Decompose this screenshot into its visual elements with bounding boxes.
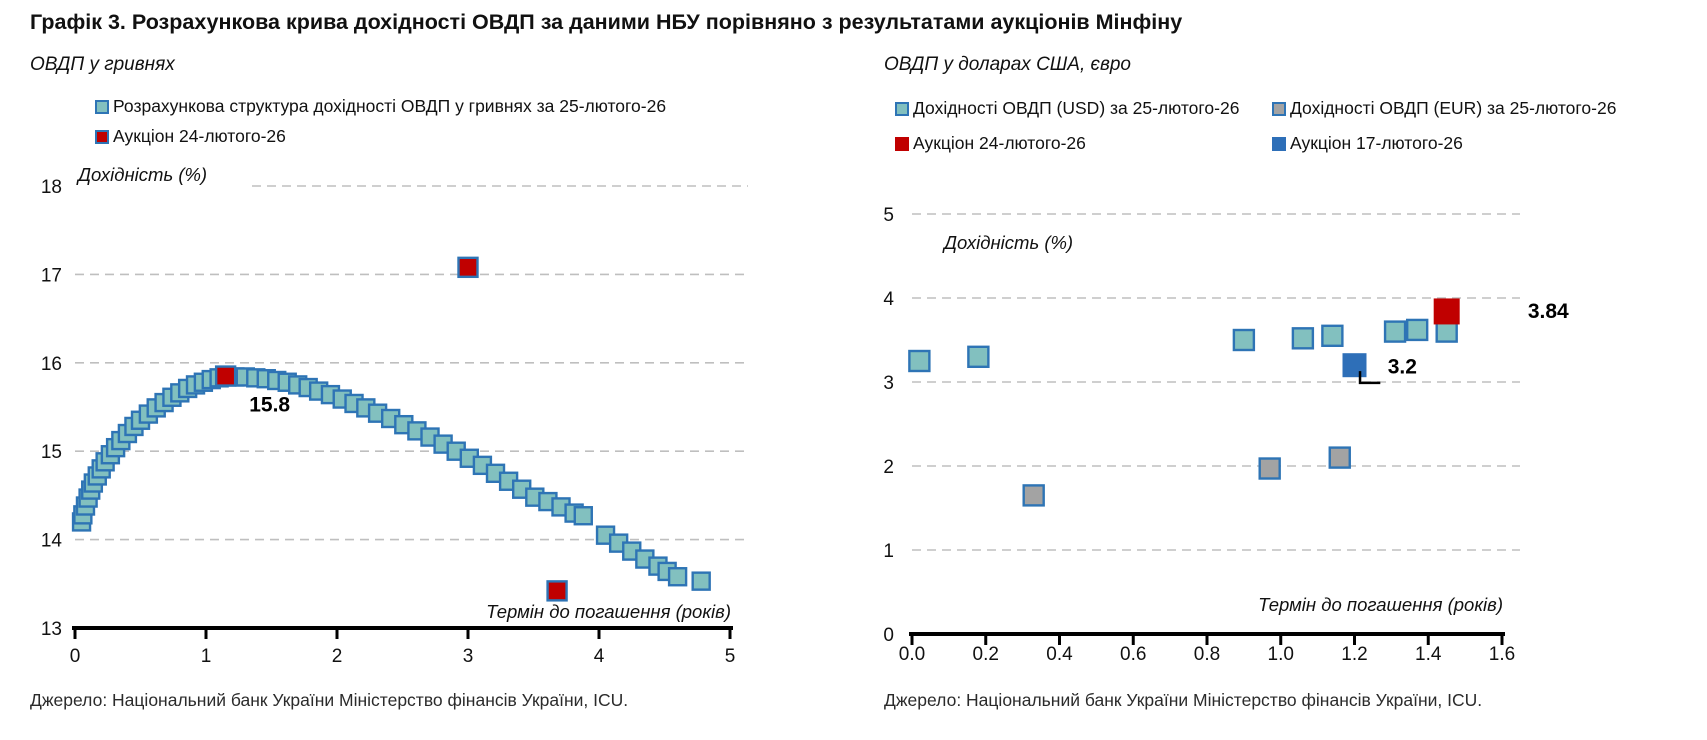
y-tick-label: 3	[883, 373, 894, 394]
legend-item-fx-auction-17: Аукціон 17-лютого-26	[1272, 133, 1616, 154]
uah-chart-legend: Розрахункова структура дохідності ОВДП у…	[95, 96, 666, 147]
data-point	[457, 256, 479, 279]
x-tick-label: 1.4	[1415, 644, 1442, 665]
y-tick-label: 4	[883, 289, 894, 310]
uah-chart-subtitle: ОВДП у гривнях	[30, 54, 175, 75]
x-tick-label: 2	[332, 646, 343, 667]
y-tick-label: 13	[41, 619, 62, 640]
data-point	[908, 349, 931, 373]
legend-item-eur: Дохідності ОВДП (EUR) за 25-лютого-26	[1272, 98, 1616, 119]
legend-label: Дохідності ОВДП (USD) за 25-лютого-26	[913, 98, 1240, 118]
data-point	[1232, 328, 1256, 352]
x-tick-label: 1.0	[1268, 644, 1294, 665]
data-point	[573, 506, 593, 526]
x-tick-label: 0	[70, 646, 81, 667]
x-tick-label: 0.0	[899, 644, 925, 665]
data-point	[1342, 353, 1367, 378]
data-point	[1383, 320, 1407, 343]
legend-item-uah-auction: Аукціон 24-лютого-26	[95, 126, 666, 147]
data-label: 3.2	[1388, 356, 1417, 379]
data-point	[667, 567, 688, 587]
data-point	[546, 580, 568, 602]
legend-label: Аукціон 24-лютого-26	[913, 133, 1086, 153]
data-point	[1022, 484, 1045, 507]
legend-item-uah-curve: Розрахункова структура дохідності ОВДП у…	[95, 96, 666, 117]
fx-yield-chart: 0.0 0.2 0.4 0.6 0.8 1.0 1.2 1.4 1.6 0 1 2 3 4 5 Дохідні…	[883, 205, 1569, 665]
x-tick-label: 3	[463, 646, 474, 667]
eur-swatch-icon	[1272, 101, 1286, 116]
x-axis-title: Термін до погашення (років)	[486, 601, 731, 622]
y-tick-label: 15	[41, 442, 62, 463]
fx-chart-subtitle: ОВДП у доларах США, євро	[884, 54, 1131, 75]
data-point	[1328, 446, 1351, 469]
uah-yield-chart: 0 1 2 3 4 5 13 14 15 16 17 18 Дохідність (%) Термін д…	[41, 164, 748, 667]
data-point	[1435, 320, 1458, 343]
y-tick-label: 0	[883, 625, 894, 646]
x-axis-title: Термін до погашення (років)	[1258, 594, 1503, 615]
x-tick-label: 4	[594, 646, 605, 667]
y-tick-label: 14	[41, 531, 63, 552]
y-tick-label: 16	[41, 354, 62, 375]
data-point	[214, 365, 237, 387]
data-point	[1258, 457, 1281, 480]
uah-chart-source: Джерело: Національний банк України Мініс…	[30, 690, 629, 710]
fx-auction-24-swatch-icon	[895, 136, 909, 151]
legend-label: Аукціон 17-лютого-26	[1290, 133, 1463, 153]
fx-chart-legend: Дохідності ОВДП (USD) за 25-лютого-26 До…	[895, 98, 1616, 154]
y-axis-title: Дохідність (%)	[76, 164, 207, 185]
legend-label: Дохідності ОВДП (EUR) за 25-лютого-26	[1290, 98, 1617, 118]
legend-label: Розрахункова структура дохідності ОВДП у…	[113, 96, 667, 116]
uah-auction-swatch-icon	[95, 129, 109, 144]
y-tick-label: 17	[41, 265, 62, 286]
data-point	[691, 571, 711, 591]
annotation-leader	[1358, 371, 1381, 385]
x-tick-label: 0.8	[1194, 644, 1220, 665]
x-tick-label: 0.4	[1046, 644, 1073, 665]
x-tick-label: 1	[201, 646, 212, 667]
data-point	[967, 345, 990, 369]
fx-auction-17-swatch-icon	[1272, 136, 1286, 151]
data-point	[1405, 318, 1429, 342]
data-point	[1291, 327, 1315, 350]
uah-curve-swatch-icon	[95, 99, 109, 114]
usd-swatch-icon	[895, 101, 909, 116]
x-tick-label: 5	[725, 646, 736, 667]
x-tick-label: 0.6	[1120, 644, 1146, 665]
legend-label: Аукціон 24-лютого-26	[113, 126, 286, 146]
fx-chart-source: Джерело: Національний банк України Мініс…	[884, 690, 1483, 710]
figure-title: Графік 3. Розрахункова крива дохідності …	[30, 10, 1183, 34]
data-point	[1433, 298, 1460, 325]
y-tick-label: 18	[41, 177, 62, 198]
data-point	[1321, 324, 1344, 348]
y-tick-label: 5	[883, 205, 894, 226]
y-tick-label: 2	[883, 457, 894, 478]
x-tick-label: 1.6	[1489, 644, 1515, 665]
data-label: 3.84	[1528, 300, 1569, 323]
legend-item-fx-auction-24: Аукціон 24-лютого-26	[895, 133, 1272, 154]
x-tick-label: 0.2	[973, 644, 999, 665]
y-axis-title: Дохідність (%)	[942, 232, 1073, 253]
y-tick-label: 1	[883, 541, 894, 562]
legend-item-usd: Дохідності ОВДП (USD) за 25-лютого-26	[895, 98, 1272, 119]
x-tick-label: 1.2	[1341, 644, 1367, 665]
data-label: 15.8	[249, 393, 290, 416]
